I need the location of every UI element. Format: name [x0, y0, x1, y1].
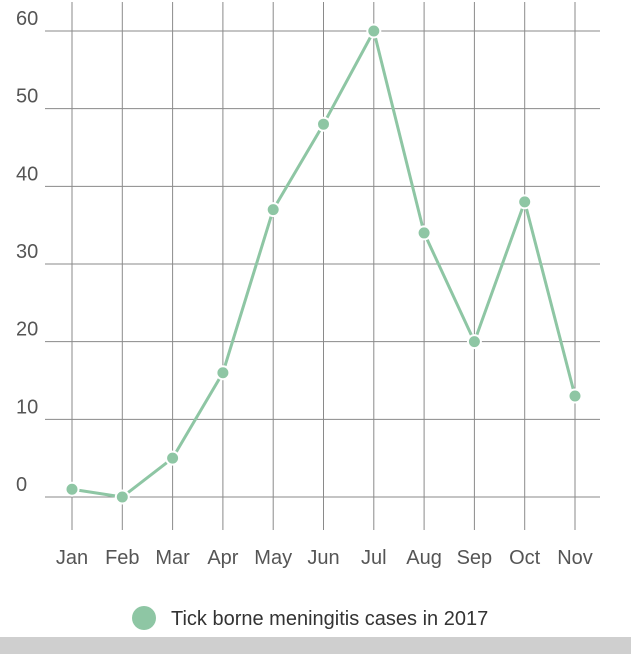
x-tick-label: May — [254, 547, 292, 569]
data-point[interactable] — [416, 225, 432, 241]
y-tick-label: 60 — [16, 8, 38, 30]
y-tick-label: 20 — [16, 319, 38, 341]
y-tick-label: 10 — [16, 396, 38, 418]
bottom-bar — [0, 637, 631, 654]
x-tick-label: Oct — [509, 547, 541, 569]
x-tick-label: Jun — [307, 547, 339, 569]
data-point[interactable] — [567, 388, 583, 404]
legend-swatch[interactable] — [132, 606, 156, 630]
x-tick-label: Aug — [406, 547, 442, 569]
data-point[interactable] — [114, 489, 130, 505]
x-tick-label: Nov — [557, 547, 593, 569]
y-tick-label: 30 — [16, 241, 38, 263]
data-point[interactable] — [265, 202, 281, 218]
grid — [45, 2, 600, 530]
x-tick-label: Mar — [155, 547, 190, 569]
data-point[interactable] — [64, 481, 80, 497]
y-tick-label: 0 — [16, 474, 27, 496]
data-point[interactable] — [316, 116, 331, 132]
y-tick-label: 50 — [16, 86, 38, 108]
data-point[interactable] — [466, 334, 482, 350]
series-line-group — [64, 23, 583, 505]
data-point[interactable] — [215, 365, 231, 381]
data-point[interactable] — [517, 194, 533, 210]
x-axis-ticks: Jan Feb Mar Apr May Jun Jul Aug Sep Oct Nov — [56, 547, 593, 569]
x-tick-label: Apr — [207, 547, 238, 569]
legend[interactable]: Tick borne meningitis cases in 2017 — [132, 606, 488, 630]
x-tick-label: Jul — [361, 547, 387, 569]
x-tick-label: Sep — [457, 547, 493, 569]
y-tick-label: 40 — [16, 163, 38, 185]
legend-label[interactable]: Tick borne meningitis cases in 2017 — [171, 608, 488, 630]
x-tick-label: Feb — [105, 547, 139, 569]
y-axis-ticks: 0 10 20 30 40 50 60 — [16, 8, 38, 496]
data-point[interactable] — [366, 23, 382, 39]
x-tick-label: Jan — [56, 547, 88, 569]
data-point[interactable] — [165, 450, 181, 466]
